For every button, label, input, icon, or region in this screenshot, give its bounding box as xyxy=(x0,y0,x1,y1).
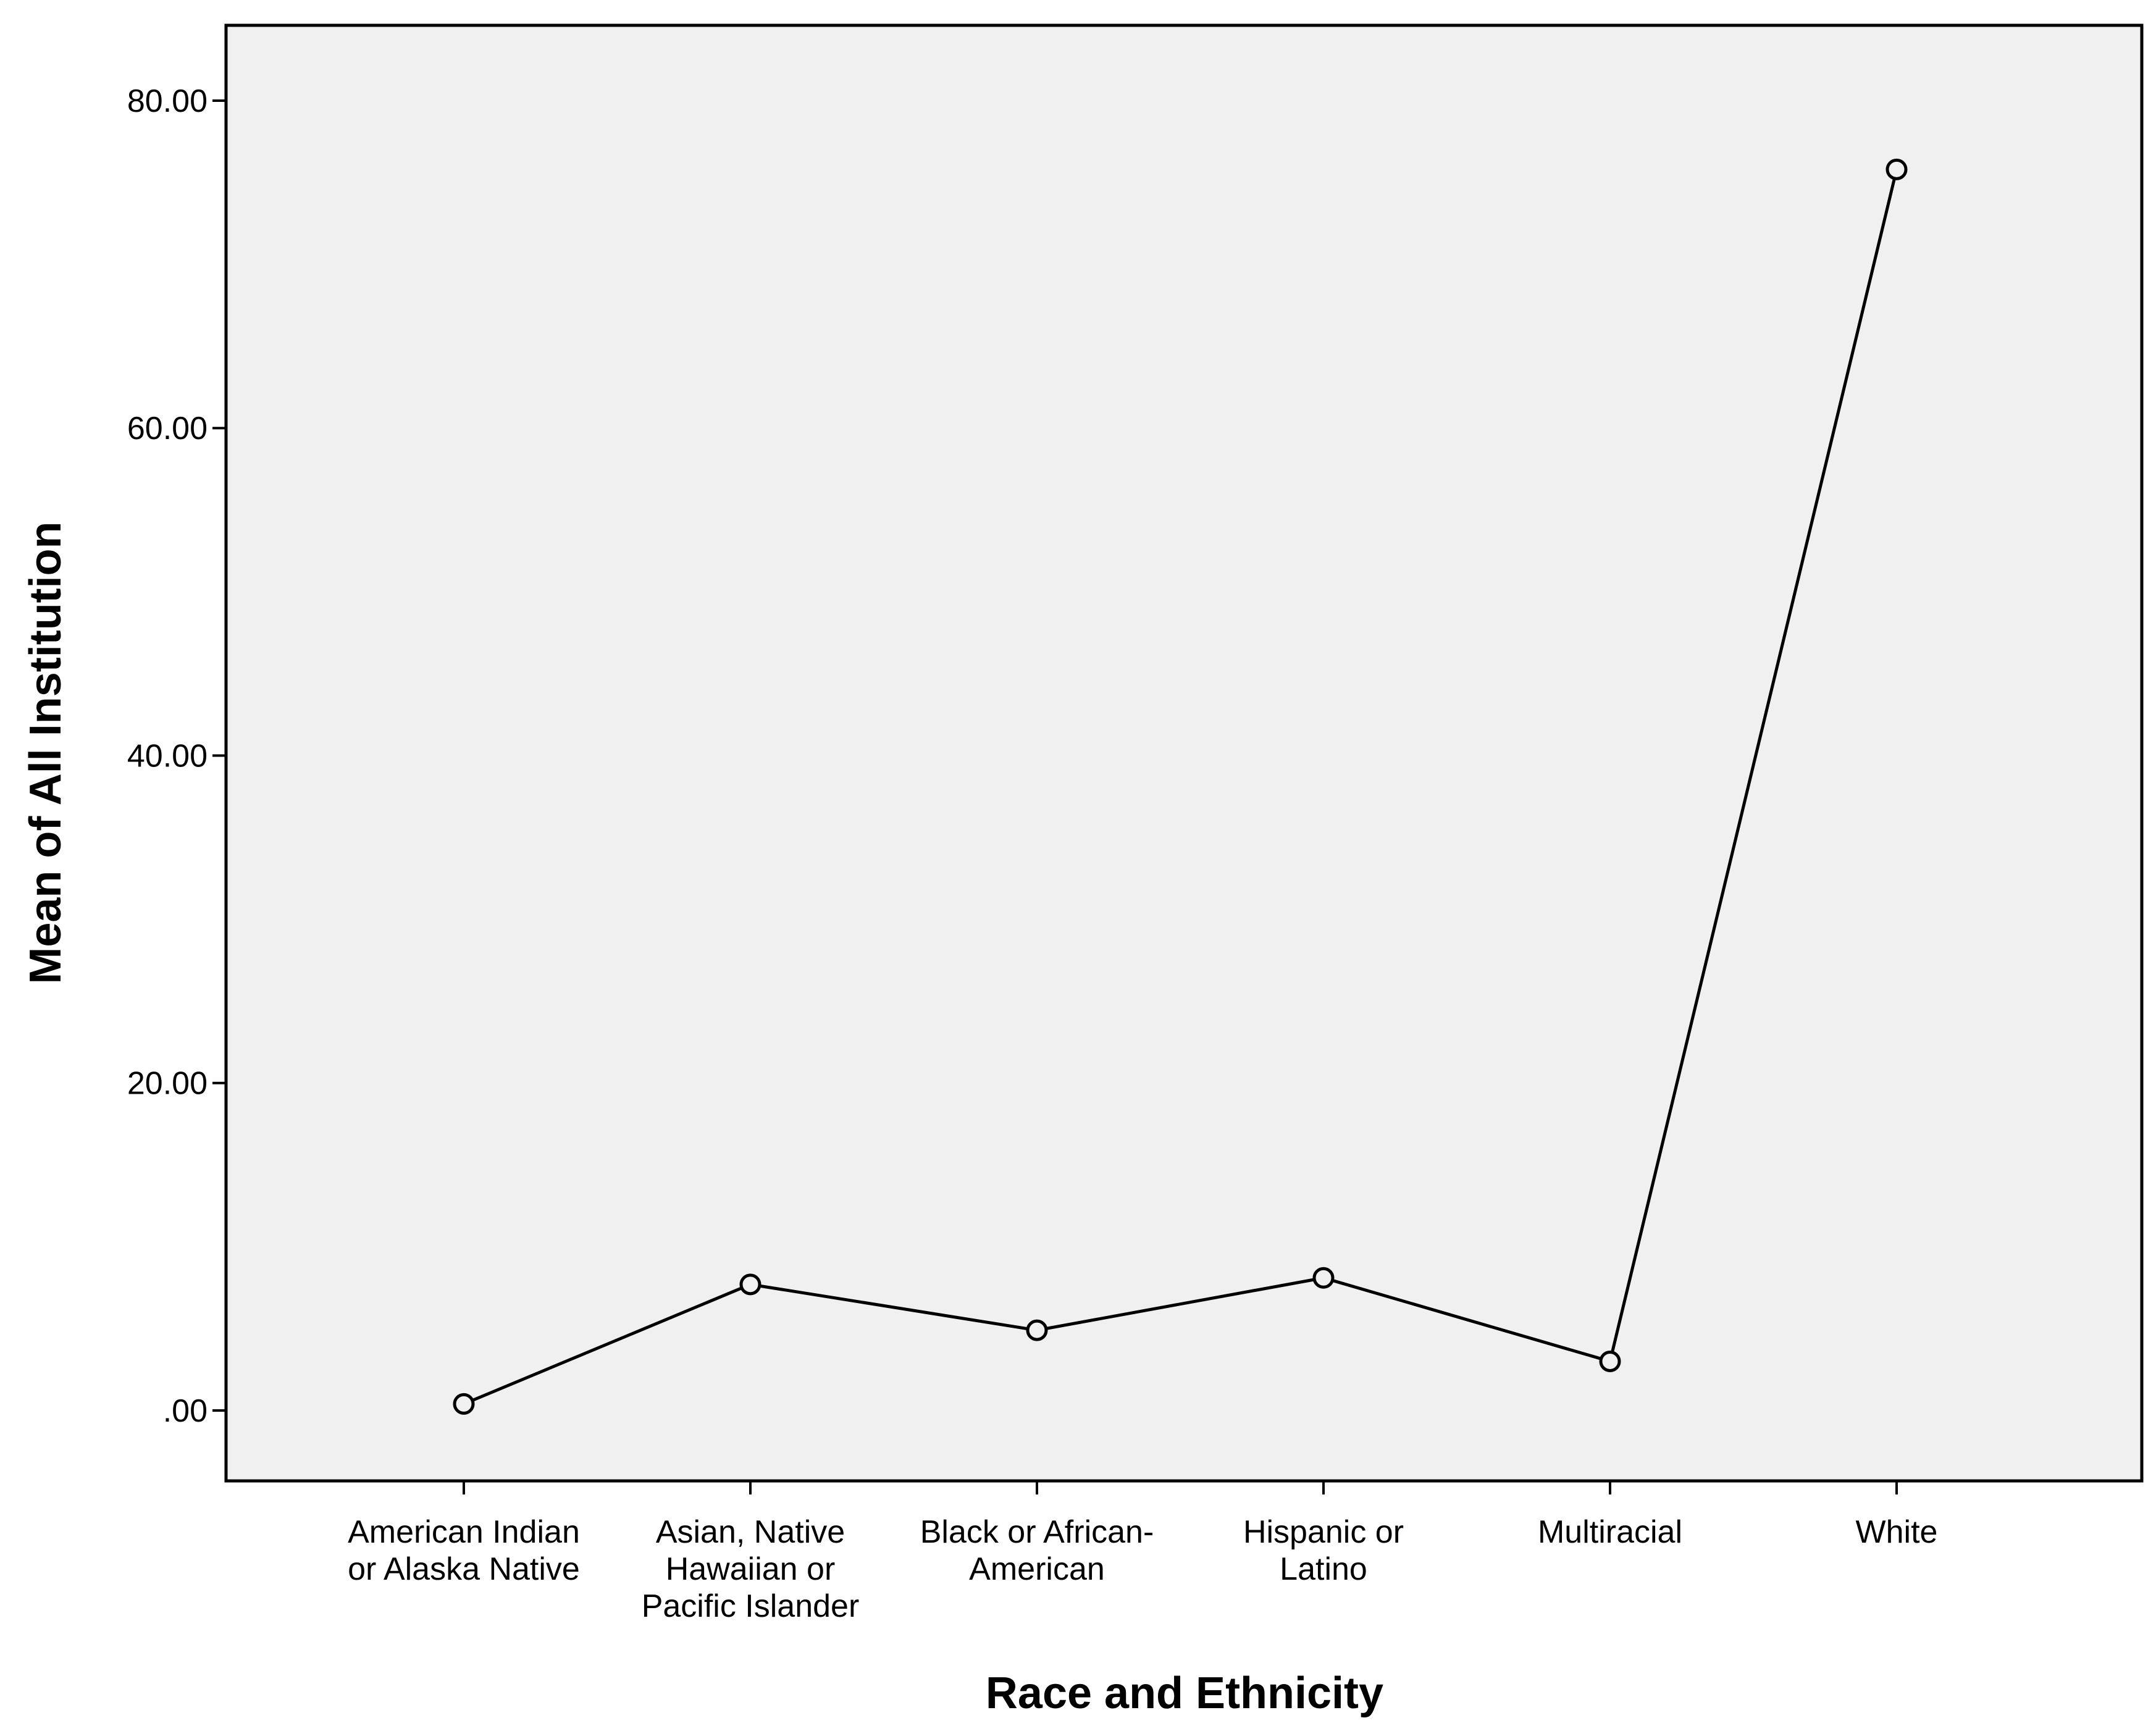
data-point-marker xyxy=(1885,158,1908,180)
data-point-marker xyxy=(453,1393,475,1415)
x-tick-label: American Indian xyxy=(348,1514,580,1550)
y-tick-label: 40.00 xyxy=(127,738,208,774)
y-axis-title: Mean of All Institution xyxy=(21,521,70,984)
y-tick-label: .00 xyxy=(163,1393,208,1429)
x-tick-label: or Alaska Native xyxy=(348,1551,580,1587)
y-tick-label: 60.00 xyxy=(127,411,208,446)
x-tick-label: Black or African- xyxy=(920,1514,1154,1550)
x-axis-title: Race and Ethnicity xyxy=(986,1669,1383,1718)
x-tick-label: Hawaiian or xyxy=(666,1551,836,1587)
data-point-marker xyxy=(739,1273,761,1296)
data-point-marker xyxy=(1599,1350,1621,1372)
x-tick-label: Latino xyxy=(1280,1551,1367,1587)
plot-area xyxy=(224,23,2144,1483)
series-line xyxy=(463,169,1898,1406)
data-series xyxy=(453,158,1908,1415)
x-tick-label: White xyxy=(1856,1514,1938,1550)
x-tick-label: American xyxy=(969,1551,1105,1587)
y-axis: .00 20.00 40.00 60.00 80.00 xyxy=(127,83,226,1429)
x-tick-label: Multiracial xyxy=(1538,1514,1682,1550)
x-tick-label: Hispanic or xyxy=(1243,1514,1404,1550)
x-tick-label: Pacific Islander xyxy=(642,1588,860,1624)
data-point-marker xyxy=(1312,1267,1335,1289)
y-tick-label: 20.00 xyxy=(127,1066,208,1102)
y-tick-label: 80.00 xyxy=(127,83,208,119)
x-tick-label: Asian, Native xyxy=(656,1514,845,1550)
data-point-marker xyxy=(1026,1319,1048,1341)
